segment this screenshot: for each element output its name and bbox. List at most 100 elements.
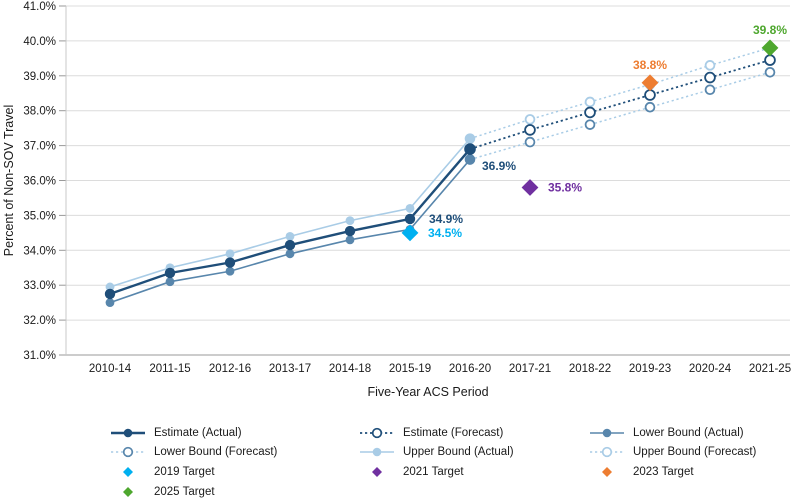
series-estimate-forecast — [464, 54, 776, 155]
legend-item-target-2023: 2023 Target — [590, 462, 756, 482]
x-tick-label: 2015-19 — [389, 363, 431, 375]
series-marker — [644, 101, 656, 113]
series-marker — [285, 249, 295, 259]
legend-label: Upper Bound (Actual) — [403, 446, 514, 459]
legend-item-upper-forecast: Upper Bound (Forecast) — [590, 443, 756, 463]
y-tick-label: 37.0% — [23, 141, 56, 153]
y-tick-label: 32.0% — [23, 315, 56, 327]
x-tick-label: 2010-14 — [89, 363, 132, 375]
series-marker — [404, 213, 416, 225]
series-marker — [465, 134, 475, 144]
legend-label: Lower Bound (Forecast) — [154, 446, 278, 459]
legend-swatch — [590, 447, 624, 458]
target-2025-marker — [761, 39, 779, 57]
x-tick-label: 2021-25 — [749, 363, 791, 375]
series-marker — [105, 298, 115, 308]
legend-label: Estimate (Actual) — [154, 426, 242, 439]
x-tick-label: 2020-24 — [689, 363, 732, 375]
y-tick-label: 41.0% — [23, 1, 56, 13]
x-tick-label: 2011-15 — [149, 363, 190, 375]
y-axis-title: Percent of Non-SOV Travel — [2, 105, 16, 256]
series-upper-actual — [105, 134, 475, 292]
y-tick-label: 34.0% — [23, 245, 56, 257]
data-label: 35.8% — [548, 180, 582, 194]
y-tick-label: 36.0% — [23, 176, 56, 188]
legend-item-lower-actual: Lower Bound (Actual) — [590, 423, 756, 443]
legend-label: 2021 Target — [403, 465, 464, 478]
x-tick-label: 2013-17 — [269, 363, 311, 375]
target-2021-marker — [521, 179, 539, 196]
series-marker — [764, 54, 776, 66]
data-label: 34.5% — [428, 226, 462, 240]
x-tick-label: 2018-22 — [569, 363, 611, 375]
legend-item-target-2021: 2021 Target — [360, 462, 590, 482]
series-marker — [105, 282, 115, 292]
y-tick-label: 33.0% — [23, 280, 56, 292]
series-marker — [164, 267, 176, 279]
series-marker — [104, 288, 116, 300]
y-tick-label: 40.0% — [23, 36, 56, 48]
x-tick-label: 2014-18 — [329, 363, 371, 375]
series-marker — [285, 231, 295, 241]
y-tick-label: 35.0% — [23, 210, 56, 222]
legend-item-upper-actual: Upper Bound (Actual) — [360, 443, 590, 463]
series-marker — [225, 249, 235, 259]
series-marker — [524, 114, 536, 125]
legend-swatch — [111, 428, 145, 438]
x-tick-label: 2012-16 — [209, 363, 251, 375]
series-marker — [464, 143, 476, 155]
series-marker — [524, 124, 536, 136]
legend-swatch — [602, 466, 612, 477]
series-marker — [764, 67, 776, 78]
legend-swatch — [123, 486, 133, 497]
series-marker — [344, 225, 356, 237]
series-marker — [704, 84, 716, 96]
legend-label: Estimate (Forecast) — [403, 426, 504, 439]
x-tick-label: 2019-23 — [629, 363, 671, 375]
series-line — [469, 71, 771, 161]
series-marker — [704, 71, 716, 84]
y-tick-label: 31.0% — [23, 350, 56, 362]
legend-label: Upper Bound (Forecast) — [633, 446, 757, 459]
series-marker — [644, 89, 656, 101]
series-line — [469, 59, 771, 150]
series-lower-actual — [105, 155, 475, 308]
legend-swatch — [111, 447, 145, 458]
x-tick-label: 2017-21 — [509, 363, 551, 375]
series-marker — [465, 155, 475, 164]
target-2019-marker — [401, 224, 419, 242]
x-axis-title: Five-Year ACS Period — [367, 385, 488, 399]
y-tick-label: 39.0% — [23, 71, 56, 83]
legend-item-estimate-actual: Estimate (Actual) — [111, 423, 360, 443]
legend-item-lower-forecast: Lower Bound (Forecast) — [111, 443, 360, 463]
series-marker — [584, 96, 596, 108]
data-label: 38.8% — [633, 58, 667, 72]
x-tick-label: 2016-20 — [449, 363, 491, 375]
legend-swatch — [372, 466, 382, 477]
series-marker — [165, 277, 175, 287]
legend-item-target-2019: 2019 Target — [111, 462, 360, 482]
legend-swatch — [123, 466, 133, 477]
series-lower-forecast — [464, 67, 776, 165]
series-marker — [225, 266, 235, 276]
series-marker — [584, 106, 596, 119]
series-line — [469, 47, 771, 140]
series-upper-forecast — [464, 42, 776, 144]
data-label: 34.9% — [429, 212, 463, 226]
series-marker — [345, 216, 355, 226]
y-tick-label: 38.0% — [23, 106, 56, 118]
series-marker — [704, 60, 716, 71]
series-marker — [405, 204, 415, 213]
data-label: 36.9% — [482, 159, 516, 173]
chart-legend: Estimate (Actual) Estimate (Forecast) Lowe… — [111, 423, 756, 501]
legend-item-estimate-forecast: Estimate (Forecast) — [360, 423, 590, 443]
legend-label: Lower Bound (Actual) — [633, 426, 744, 439]
series-marker — [284, 239, 296, 251]
series-marker — [524, 136, 536, 148]
data-label: 39.8% — [753, 23, 787, 37]
series-estimate-actual — [104, 143, 476, 300]
series-marker — [584, 119, 596, 130]
series-marker — [345, 235, 355, 245]
